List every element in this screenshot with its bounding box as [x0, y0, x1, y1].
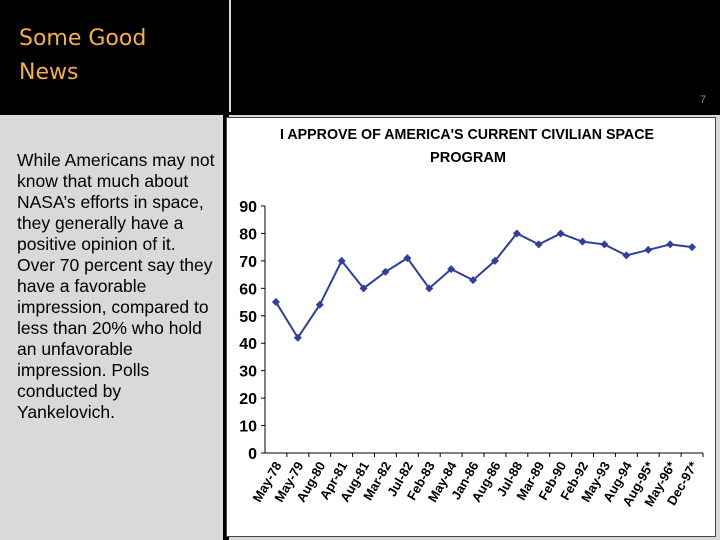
- y-tick-label: 50: [239, 309, 257, 326]
- y-tick-label: 0: [248, 446, 257, 463]
- data-point-marker: [469, 276, 478, 285]
- data-point-marker: [359, 284, 368, 293]
- chart-title-line-1: I APPROVE OF AMERICA'S CURRENT CIVILIAN …: [280, 126, 654, 143]
- data-point-marker: [293, 333, 302, 342]
- data-point-marker: [447, 265, 456, 274]
- y-tick-label: 10: [239, 419, 257, 436]
- top-right-panel: [229, 0, 720, 112]
- data-point-marker: [490, 256, 499, 265]
- data-point-marker: [512, 229, 521, 238]
- y-tick-label: 60: [239, 281, 257, 298]
- data-point-marker: [578, 237, 587, 246]
- data-point-marker: [688, 243, 697, 252]
- data-point-marker: [644, 245, 653, 254]
- y-tick-label: 80: [239, 226, 257, 243]
- axes: [264, 206, 703, 454]
- text-panel: [0, 115, 223, 540]
- data-point-marker: [600, 240, 609, 249]
- slide-number: 7: [700, 94, 707, 106]
- x-tick-labels: May-78May-79Aug-80Apr-81Aug-81Mar-82Jul-…: [250, 453, 704, 509]
- y-tick-label: 30: [239, 364, 257, 381]
- data-point-marker: [425, 284, 434, 293]
- series-line: [275, 232, 693, 340]
- y-tick-label: 70: [239, 254, 257, 271]
- data-point-marker: [622, 251, 631, 260]
- chart-frame: [226, 117, 716, 537]
- data-point-marker: [381, 267, 390, 276]
- chart-title-line-2: PROGRAM: [430, 149, 506, 166]
- data-point-marker: [534, 240, 543, 249]
- y-tick-label: 90: [239, 199, 257, 216]
- y-tick-label: 20: [239, 391, 257, 408]
- data-point-marker: [403, 254, 412, 263]
- body-text: While Americans may not know that much a…: [17, 150, 215, 422]
- title-area: Some Good News: [0, 0, 223, 112]
- data-point-marker: [556, 229, 565, 238]
- data-point-marker: [271, 298, 280, 307]
- y-tick-labels: 0 10 20 30 40 50 60 70 80 90: [239, 199, 265, 463]
- data-point-marker: [666, 240, 675, 249]
- y-tick-label: 40: [239, 336, 257, 353]
- slide-title: Some Good News: [19, 26, 147, 85]
- series-approve: [271, 229, 697, 342]
- data-point-marker: [315, 300, 324, 309]
- data-point-marker: [337, 256, 346, 265]
